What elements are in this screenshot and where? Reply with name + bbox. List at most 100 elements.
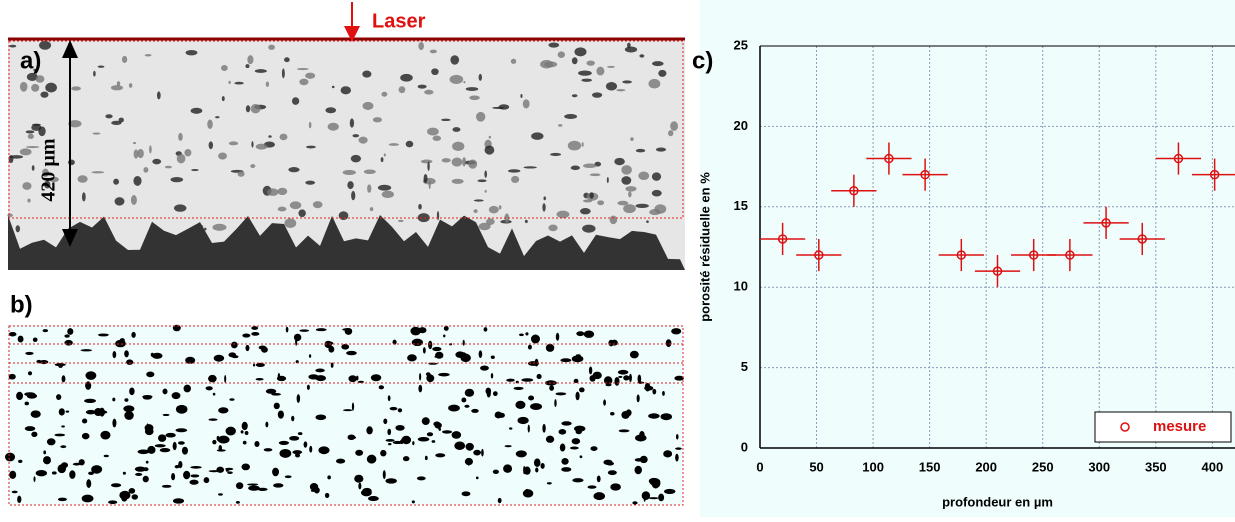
pore (35, 469, 48, 477)
pore (16, 391, 24, 401)
legend-box (1094, 411, 1232, 443)
pore (67, 328, 74, 335)
pore (173, 204, 187, 212)
pore (103, 454, 109, 458)
pore (427, 127, 439, 136)
pore (43, 450, 47, 455)
pore (377, 184, 392, 191)
pore (441, 118, 451, 122)
pore (111, 120, 122, 126)
x-tick-label: 300 (1088, 459, 1110, 474)
pore (151, 352, 163, 359)
pore (535, 467, 539, 473)
pore (265, 421, 269, 428)
y-tick-label: 0 (741, 439, 748, 454)
pore (367, 184, 372, 193)
pore (451, 431, 462, 439)
pore (299, 329, 310, 332)
pore (354, 474, 364, 483)
pore (618, 375, 623, 379)
pore (298, 209, 306, 218)
pore (545, 435, 555, 443)
pore (607, 470, 617, 476)
pore (571, 94, 578, 98)
data-point (956, 250, 967, 260)
pore (555, 332, 560, 341)
pore (114, 197, 125, 206)
pore (309, 445, 313, 453)
pore (185, 49, 198, 56)
pore (19, 81, 28, 92)
pore (295, 360, 299, 364)
pore (265, 388, 277, 394)
pore (30, 410, 41, 418)
pore (609, 215, 618, 225)
pore (649, 209, 661, 216)
pore (473, 449, 481, 456)
pore (218, 407, 229, 414)
pore (530, 334, 540, 344)
pore (184, 149, 192, 157)
pore (410, 326, 421, 336)
pore (268, 44, 275, 50)
pore (308, 121, 312, 129)
pore (97, 65, 105, 68)
pore (545, 343, 555, 352)
pore (110, 85, 123, 91)
pore (351, 190, 356, 201)
pore (392, 339, 397, 345)
pore (349, 118, 355, 128)
pore (576, 331, 585, 337)
pore (521, 378, 534, 382)
pore (228, 141, 239, 146)
pore (426, 374, 435, 383)
pore (546, 482, 552, 485)
pore (524, 219, 528, 224)
pore (372, 117, 382, 123)
pore (574, 47, 587, 57)
pore (58, 408, 65, 416)
pore (464, 388, 475, 397)
pore (175, 404, 188, 414)
pore (477, 179, 487, 183)
pore (464, 457, 473, 466)
pore (245, 64, 250, 69)
pore (85, 381, 92, 390)
pore (658, 69, 667, 77)
pore (606, 461, 614, 466)
pore (459, 352, 467, 357)
pore (432, 346, 442, 352)
pore (560, 358, 572, 363)
pore (170, 177, 184, 183)
pore (497, 497, 502, 504)
x-tick-label: 100 (862, 459, 884, 474)
pore (25, 130, 35, 134)
pore (338, 211, 349, 220)
pore (24, 426, 36, 432)
pore (387, 428, 392, 436)
pore (498, 205, 502, 210)
pore (603, 376, 613, 385)
zone-box (8, 325, 684, 506)
pore (284, 218, 297, 229)
pore (85, 371, 97, 380)
pore (276, 375, 287, 382)
pore (617, 200, 629, 206)
pore (668, 130, 674, 137)
pore (289, 201, 302, 210)
pore (69, 470, 76, 479)
pore (581, 142, 584, 147)
pore (342, 328, 352, 331)
pore (60, 462, 69, 469)
pore (112, 351, 117, 359)
data-point (920, 169, 930, 180)
micrograph-a (7, 38, 685, 270)
pore (171, 392, 181, 400)
pore (638, 171, 650, 181)
pore (387, 442, 392, 446)
thickness-label: 420 µm (38, 138, 60, 202)
pore (81, 418, 88, 424)
pore (216, 466, 225, 473)
pore (235, 500, 240, 504)
pore (629, 373, 632, 383)
